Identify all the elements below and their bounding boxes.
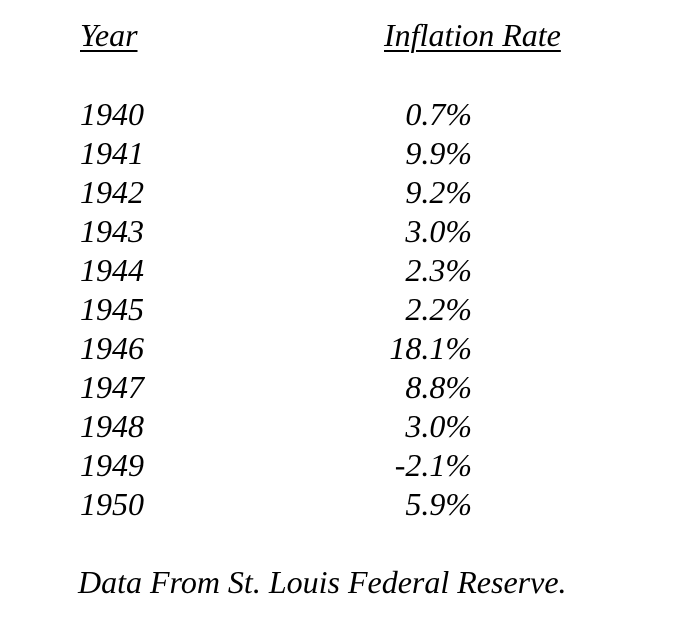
rate-cell: 8.8% <box>405 369 472 405</box>
rate-cell: 0.7% <box>405 96 472 132</box>
rate-cell: -2.1% <box>394 447 472 483</box>
rate-cell: 2.3% <box>405 252 472 288</box>
year-cell: 1948 <box>80 408 144 444</box>
table-row: 1950 5.9% <box>0 485 680 524</box>
year-cell: 1946 <box>80 330 144 366</box>
rate-cell: 9.9% <box>405 135 472 171</box>
year-cell: 1940 <box>80 96 144 132</box>
table-row: 1942 9.2% <box>0 173 680 212</box>
year-cell: 1945 <box>80 291 144 327</box>
year-cell: 1950 <box>80 486 144 522</box>
year-cell: 1943 <box>80 213 144 249</box>
table-row: 1945 2.2% <box>0 290 680 329</box>
year-cell: 1941 <box>80 135 144 171</box>
rate-cell: 9.2% <box>405 174 472 210</box>
year-cell: 1942 <box>80 174 144 210</box>
table-row: 1946 18.1% <box>0 329 680 368</box>
table-row: 1943 3.0% <box>0 212 680 251</box>
rate-cell: 3.0% <box>405 408 472 444</box>
inflation-rate-column-header: Inflation Rate <box>384 17 561 53</box>
table-row: 1947 8.8% <box>0 368 680 407</box>
table-row: 1949 -2.1% <box>0 446 680 485</box>
table-row: 1944 2.3% <box>0 251 680 290</box>
rate-cell: 3.0% <box>405 213 472 249</box>
rate-cell: 18.1% <box>389 330 472 366</box>
year-column-header: Year <box>80 17 138 53</box>
source-footnote: Data From St. Louis Federal Reserve. <box>78 564 567 600</box>
rate-cell: 5.9% <box>405 486 472 522</box>
table-row: 1940 0.7% <box>0 95 680 134</box>
year-cell: 1947 <box>80 369 144 405</box>
table-row: 1941 9.9% <box>0 134 680 173</box>
year-cell: 1949 <box>80 447 144 483</box>
rate-cell: 2.2% <box>405 291 472 327</box>
year-cell: 1944 <box>80 252 144 288</box>
table-row: 1948 3.0% <box>0 407 680 446</box>
inflation-table: 1940 0.7% 1941 9.9% 1942 9.2% 1943 3.0% … <box>0 95 680 524</box>
